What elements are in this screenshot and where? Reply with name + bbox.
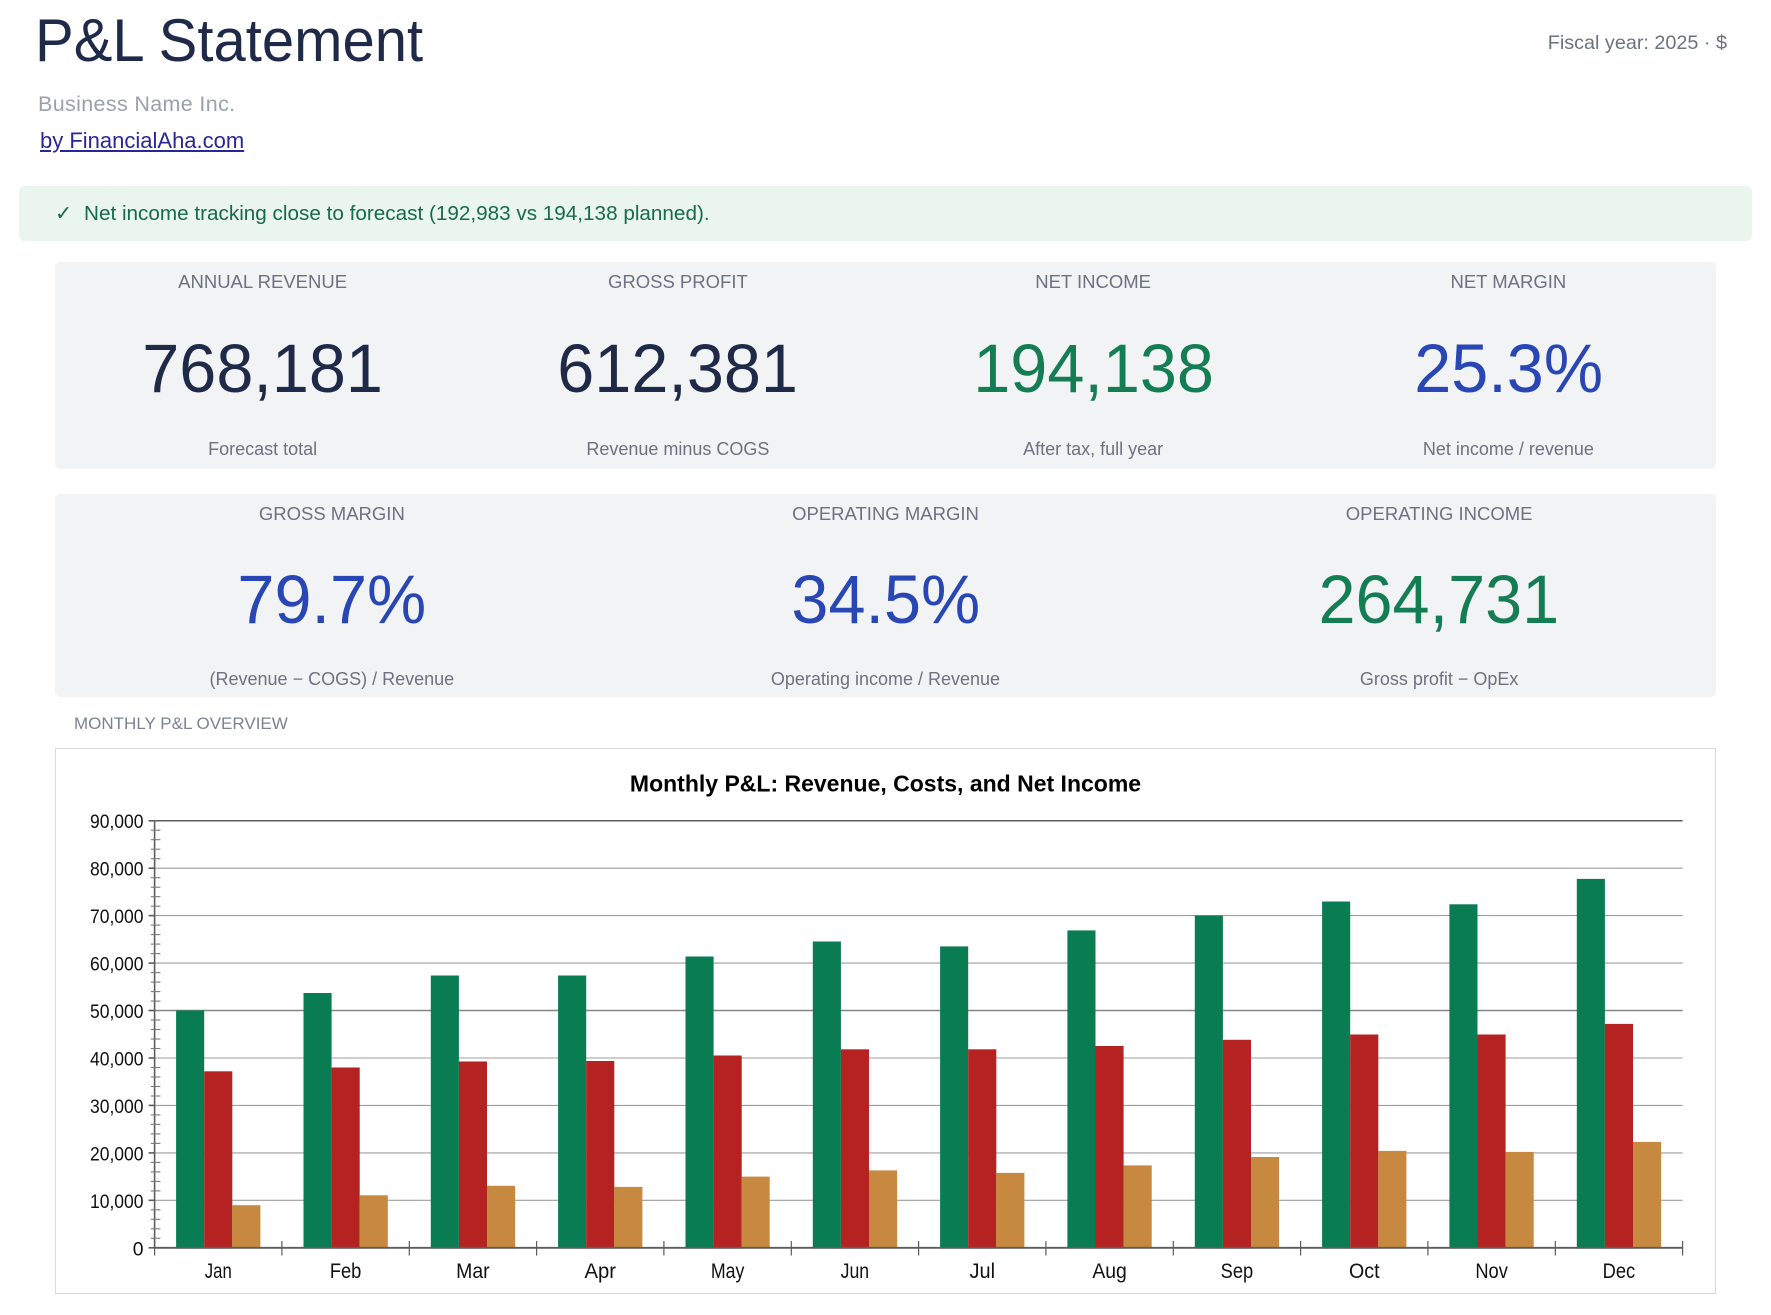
- svg-text:Apr: Apr: [585, 1259, 617, 1283]
- svg-text:Sep: Sep: [1221, 1259, 1254, 1283]
- svg-text:0: 0: [133, 1239, 144, 1260]
- svg-text:Jan: Jan: [205, 1259, 232, 1283]
- svg-text:90,000: 90,000: [90, 812, 144, 833]
- svg-text:Dec: Dec: [1603, 1259, 1636, 1283]
- svg-text:Jul: Jul: [970, 1259, 996, 1283]
- svg-text:Jun: Jun: [841, 1259, 870, 1283]
- svg-text:20,000: 20,000: [90, 1144, 144, 1165]
- svg-text:80,000: 80,000: [90, 860, 144, 881]
- svg-text:10,000: 10,000: [90, 1192, 144, 1213]
- svg-text:50,000: 50,000: [90, 1002, 144, 1023]
- svg-text:70,000: 70,000: [90, 907, 144, 928]
- svg-text:Mar: Mar: [456, 1259, 490, 1283]
- svg-text:Feb: Feb: [330, 1259, 362, 1283]
- svg-text:Nov: Nov: [1475, 1259, 1508, 1283]
- svg-text:30,000: 30,000: [90, 1097, 144, 1118]
- svg-text:40,000: 40,000: [90, 1050, 144, 1071]
- svg-text:Aug: Aug: [1092, 1259, 1127, 1283]
- svg-text:Monthly P&L: Revenue, Costs, a: Monthly P&L: Revenue, Costs, and Net Inc…: [630, 771, 1141, 797]
- svg-text:May: May: [711, 1259, 745, 1283]
- svg-text:60,000: 60,000: [90, 955, 144, 976]
- svg-text:Oct: Oct: [1349, 1259, 1380, 1283]
